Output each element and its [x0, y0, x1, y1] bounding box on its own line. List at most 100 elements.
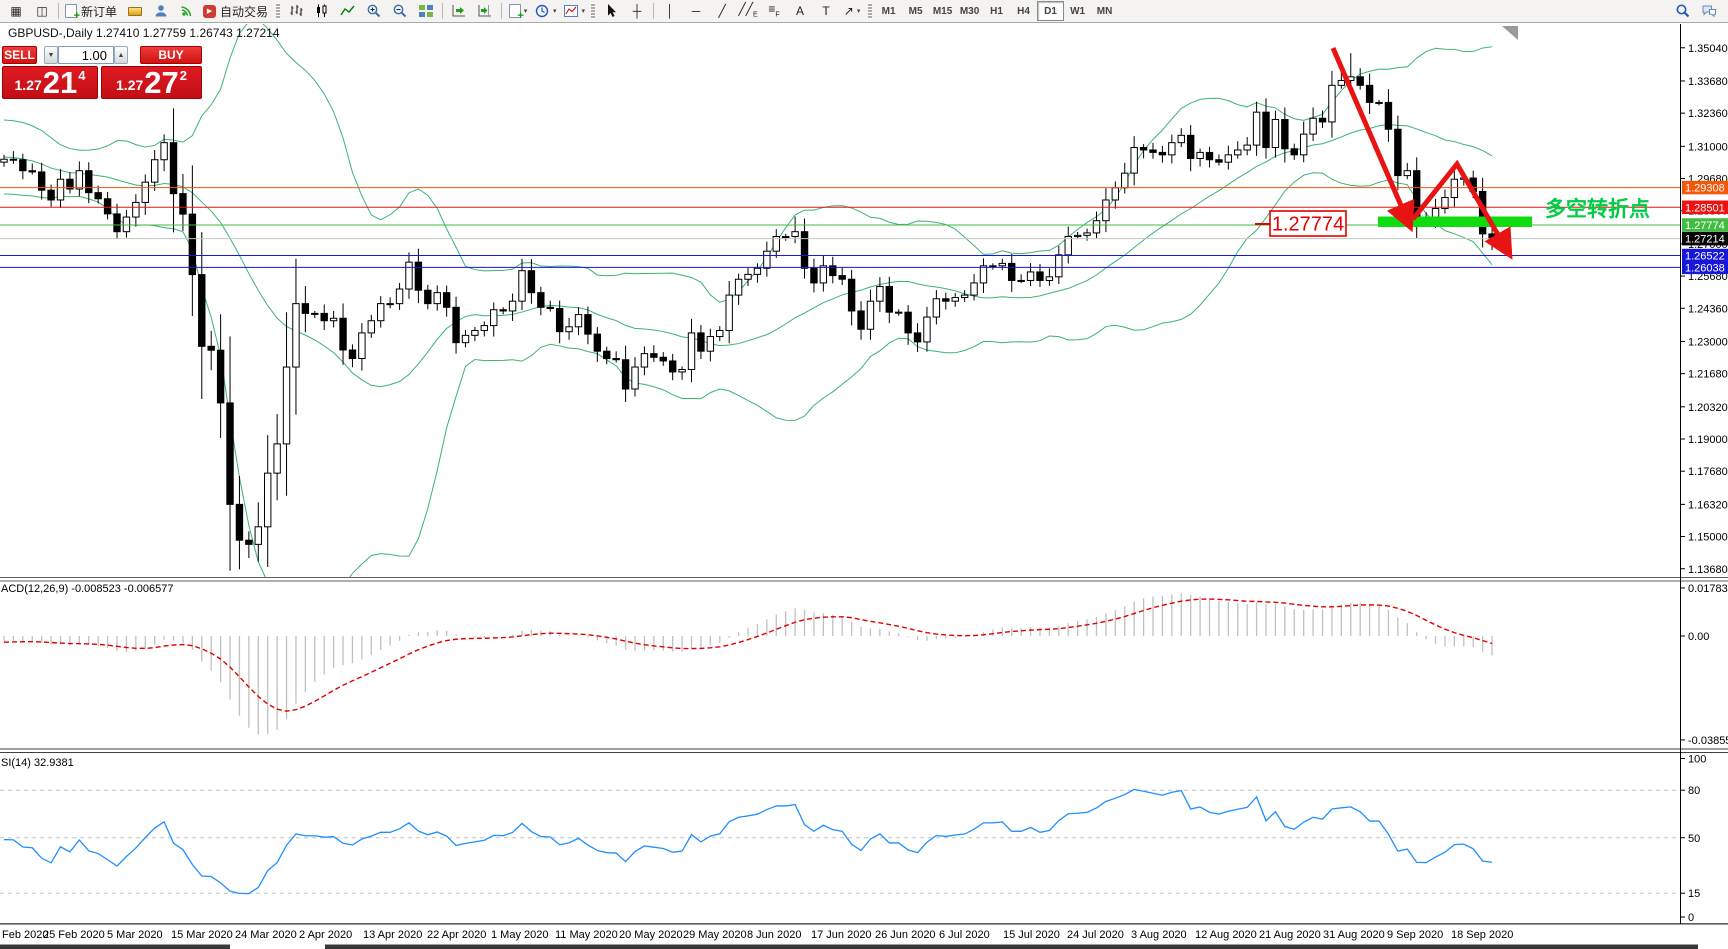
trendline-button[interactable]: ╱	[709, 0, 735, 22]
support-zone-bar[interactable]	[1378, 216, 1532, 228]
timeframe-button-H4[interactable]: H4	[1017, 5, 1030, 17]
candle-body	[763, 250, 771, 269]
new-chart-button[interactable]: ▦	[3, 0, 29, 22]
signal-icon	[181, 6, 192, 17]
chat-button[interactable]	[1696, 0, 1722, 22]
horizontal-level-lines[interactable]	[0, 187, 1680, 268]
candle-body	[819, 265, 828, 284]
date-label: 25 Feb 2020	[43, 929, 105, 941]
date-label: 24 Mar 2020	[235, 929, 297, 941]
toolbar-grip[interactable]	[868, 3, 873, 19]
candle-body	[132, 201, 140, 218]
new-order-label: 新订单	[81, 4, 118, 19]
candle-body	[527, 270, 536, 294]
toolbar-grip[interactable]	[591, 3, 596, 19]
vertical-line-button[interactable]: │	[657, 0, 683, 22]
indicators-button[interactable]: + ▾	[505, 0, 531, 22]
candle-body	[1083, 232, 1091, 236]
templates-button[interactable]: ▾	[560, 0, 589, 22]
sell-price-tile[interactable]: 1.27 21 4	[2, 66, 98, 99]
rsi-axis-label: 80	[1688, 785, 1700, 797]
volume-down-button[interactable]: ▼	[44, 46, 58, 64]
candle-body	[979, 265, 988, 284]
candle-body	[650, 353, 658, 358]
community-button[interactable]	[148, 0, 174, 22]
autotrading-button[interactable]: ▶ 自动交易	[200, 0, 273, 22]
new-order-button[interactable]: + 新订单	[62, 0, 122, 22]
candlestick-chart-button[interactable]	[309, 0, 335, 22]
rsi-pane[interactable]	[0, 788, 1680, 895]
equidistant-channel-button[interactable]: ╱╱E	[735, 0, 761, 22]
chart-objects[interactable]: 1.27774 多空转折点	[1255, 26, 1650, 260]
chart-shift-button[interactable]	[472, 0, 498, 22]
timeframe-button-H1[interactable]: H1	[990, 5, 1003, 17]
candlestick-series[interactable]	[0, 53, 1496, 571]
price-callout-box[interactable]	[1269, 210, 1347, 237]
main-chart-pane[interactable]	[0, 19, 1496, 600]
candle-body	[264, 472, 272, 528]
buy-price-big: 27	[144, 65, 179, 101]
trend-arrow-down-2[interactable]	[1411, 159, 1513, 260]
periods-button[interactable]: ▾	[531, 0, 560, 22]
candle-body	[207, 345, 215, 351]
bar-chart-button[interactable]	[283, 0, 309, 22]
h-scrollbar-thumb[interactable]	[325, 944, 1698, 949]
volume-up-button[interactable]: ▲	[114, 46, 128, 64]
gold-ingot-button[interactable]	[122, 0, 148, 22]
timeframe-button-D1[interactable]: D1	[1037, 1, 1065, 21]
candle-body	[377, 303, 385, 322]
candle-body	[847, 278, 856, 312]
candle-body	[546, 306, 554, 310]
toolbar-grip[interactable]	[276, 3, 281, 19]
candle-body	[19, 159, 27, 172]
line-chart-button[interactable]	[335, 0, 361, 22]
timeframe-button-M1[interactable]: M1	[881, 5, 896, 17]
turning-point-label[interactable]: 多空转折点	[1545, 197, 1650, 221]
price-callout-text: 1.27774	[1272, 214, 1344, 236]
candle-body	[339, 317, 347, 351]
buy-button[interactable]: BUY	[140, 46, 202, 64]
text-label-button[interactable]: T	[813, 0, 839, 22]
auto-scroll-button[interactable]	[446, 0, 472, 22]
candle-body	[913, 332, 922, 343]
search-button[interactable]	[1670, 0, 1696, 22]
candle-body	[1337, 79, 1346, 86]
crosshair-button[interactable]: ┼	[624, 0, 650, 22]
signals-button[interactable]	[174, 0, 200, 22]
macd-pane[interactable]	[3, 593, 1493, 735]
zoom-in-button[interactable]	[361, 0, 387, 22]
date-label: 1 May 2020	[491, 929, 548, 941]
volume-input[interactable]	[58, 46, 114, 64]
candle-body	[876, 286, 884, 302]
auto-scroll-icon	[452, 5, 466, 17]
h-scrollbar[interactable]	[0, 944, 230, 949]
candle-body	[452, 306, 460, 344]
candle-body	[1365, 84, 1374, 103]
candle-body	[989, 265, 997, 268]
price-plate: 1.27214	[1682, 231, 1728, 246]
rsi-axis-label: 15	[1688, 888, 1700, 900]
arrows-button[interactable]: ↗ ▾	[839, 0, 865, 22]
cursor-button[interactable]	[598, 0, 624, 22]
horizontal-line-button[interactable]: ─	[683, 0, 709, 22]
timeframe-button-M15[interactable]: M15	[932, 5, 953, 17]
trend-arrow-down-1[interactable]	[1330, 47, 1415, 233]
sell-button[interactable]: SELL	[2, 46, 37, 64]
profiles-button[interactable]: ◫	[29, 0, 55, 22]
candle-body	[857, 310, 865, 330]
tile-windows-button[interactable]	[413, 0, 439, 22]
timeframe-button-W1[interactable]: W1	[1070, 5, 1086, 17]
fibonacci-button[interactable]: ≡F	[761, 0, 787, 22]
zoom-out-button[interactable]	[387, 0, 413, 22]
timeframe-button-M30[interactable]: M30	[959, 5, 980, 17]
timeframe-button-MN[interactable]: MN	[1096, 5, 1113, 17]
buy-price-tile[interactable]: 1.27 27 2	[101, 66, 202, 99]
channel-icon: ╱╱E	[738, 2, 758, 19]
text-button[interactable]: A	[787, 0, 813, 22]
timeframe-button-M5[interactable]: M5	[908, 5, 923, 17]
candle-body	[1394, 128, 1402, 177]
candle-body	[621, 359, 630, 390]
